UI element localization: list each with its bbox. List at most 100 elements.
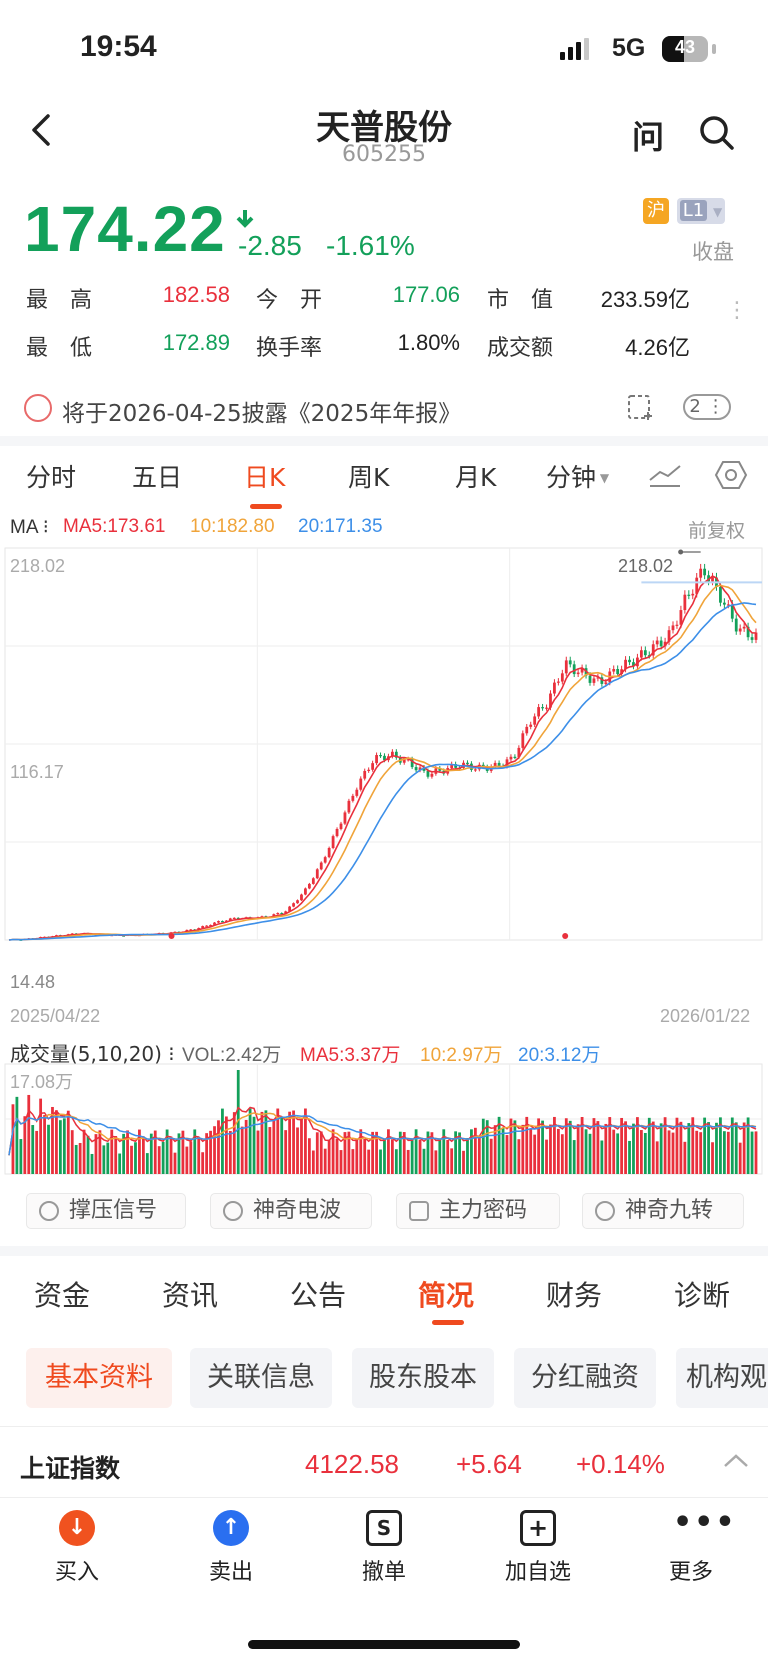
subtab-basic-info[interactable]: 基本资料 xyxy=(26,1348,172,1408)
level-tag[interactable]: L1 ▼ xyxy=(677,198,725,224)
volume-bar xyxy=(371,1131,375,1174)
candle-body xyxy=(197,927,201,930)
volume-bar xyxy=(513,1120,517,1174)
volume-bar xyxy=(616,1133,620,1174)
tab-announcements[interactable]: 公告 xyxy=(290,1279,347,1312)
add-watchlist-button[interactable]: + 加自选 xyxy=(483,1510,593,1586)
volume-bar xyxy=(600,1140,604,1174)
notice-count-badge[interactable]: 2 ⋮ xyxy=(683,394,731,420)
tab-minute-label: 分钟 xyxy=(546,463,597,492)
tab-daily-k[interactable]: 日K xyxy=(244,463,286,492)
candle-body xyxy=(94,934,98,936)
back-button[interactable] xyxy=(28,112,58,152)
candle-body xyxy=(327,847,331,858)
tab-intraday[interactable]: 分时 xyxy=(26,463,77,492)
index-change-pct: +0.14% xyxy=(576,1449,665,1479)
candle-body xyxy=(671,625,675,631)
volume-bar xyxy=(679,1121,683,1174)
candle-body xyxy=(612,669,616,672)
chart-settings-icon[interactable] xyxy=(714,460,748,494)
search-button[interactable] xyxy=(698,114,736,156)
sell-label: 卖出 xyxy=(208,1560,253,1585)
candle-body xyxy=(304,888,307,895)
volume-bar xyxy=(102,1145,106,1174)
signal-main-force[interactable]: 主力密码 xyxy=(396,1193,560,1229)
check-circle-icon xyxy=(595,1201,615,1221)
volume-bar xyxy=(541,1120,544,1174)
chevron-up-icon[interactable] xyxy=(722,1450,750,1476)
volume-bar xyxy=(98,1130,102,1174)
price-adjust-toggle[interactable]: 前复权 xyxy=(688,521,746,542)
subtab-related-info[interactable]: 关联信息 xyxy=(190,1348,332,1408)
tab-funds[interactable]: 资金 xyxy=(34,1279,91,1312)
ma-label[interactable]: MA ⁝ xyxy=(10,517,49,538)
signal-magic-wave[interactable]: 神奇电波 xyxy=(210,1193,372,1229)
subtab-shareholders[interactable]: 股东股本 xyxy=(352,1348,494,1408)
sell-button[interactable]: ↑ 卖出 xyxy=(176,1510,286,1586)
candle-body xyxy=(217,921,220,923)
volume-bar xyxy=(248,1108,252,1174)
signal-support-resistance[interactable]: 撑压信号 xyxy=(26,1193,186,1229)
subtab-dividends[interactable]: 分红融资 xyxy=(514,1348,656,1408)
volume-bar xyxy=(110,1129,114,1174)
volume-bar xyxy=(568,1120,572,1174)
more-button[interactable]: ••• 更多 xyxy=(636,1508,746,1586)
stat-value-low: 172.89 xyxy=(162,330,230,355)
index-name: 上证指数 xyxy=(20,1454,121,1483)
tab-diagnosis[interactable]: 诊断 xyxy=(674,1279,731,1312)
volume-bar xyxy=(23,1116,27,1174)
candle-body xyxy=(675,624,679,626)
tab-minute[interactable]: 分钟 ▼ xyxy=(546,458,609,494)
candle-body xyxy=(533,716,537,725)
volume-bar xyxy=(114,1136,118,1174)
candle-body xyxy=(726,604,730,606)
volume-bar xyxy=(300,1119,303,1174)
candle-body xyxy=(553,682,556,694)
section-divider xyxy=(0,1246,768,1256)
buy-button[interactable]: ↓ 买入 xyxy=(22,1510,132,1586)
volume-bar xyxy=(228,1130,232,1174)
tab-weekly-k[interactable]: 周K xyxy=(348,463,390,492)
stat-value-mktcap: 233.59亿 xyxy=(600,287,690,312)
volume-bar xyxy=(564,1118,568,1174)
tab-financials[interactable]: 财务 xyxy=(546,1279,603,1312)
indicator-icon[interactable] xyxy=(648,462,682,492)
volume-bar xyxy=(90,1153,94,1174)
volume-bar xyxy=(224,1116,228,1174)
candle-body xyxy=(359,778,363,790)
volume-bar xyxy=(383,1138,386,1174)
volume-chart[interactable] xyxy=(0,1062,768,1176)
volume-bar xyxy=(27,1094,31,1174)
tab-monthly-k[interactable]: 月K xyxy=(455,463,497,492)
report-notice[interactable]: 将于2026-04-25披露《2025年年报》 xyxy=(62,401,462,427)
cancel-order-label: 撤单 xyxy=(361,1560,406,1585)
subtab-institutions[interactable]: 机构观 xyxy=(676,1348,768,1408)
volume-bar xyxy=(307,1138,311,1174)
signal-nine-turn[interactable]: 神奇九转 xyxy=(582,1193,744,1229)
volume-bar xyxy=(387,1129,390,1174)
report-icon xyxy=(24,394,52,422)
volume-title[interactable]: 成交量(5,10,20) ⁝ xyxy=(10,1042,175,1066)
volume-bar xyxy=(157,1146,161,1174)
volume-bar xyxy=(161,1141,165,1174)
more-stats-icon[interactable]: ⋮ xyxy=(726,298,748,323)
volume-bar xyxy=(584,1129,588,1174)
volume-bar xyxy=(422,1148,426,1174)
candle-body xyxy=(596,677,600,679)
candle-body xyxy=(517,747,521,758)
volume-bar xyxy=(256,1130,260,1174)
tab-five-day[interactable]: 五日 xyxy=(132,463,183,492)
tab-news[interactable]: 资讯 xyxy=(162,1279,219,1312)
add-note-icon[interactable] xyxy=(626,392,656,426)
candle-body xyxy=(730,604,734,619)
volume-bar xyxy=(260,1111,264,1174)
kline-chart[interactable] xyxy=(0,542,768,1002)
sell-icon: ↑ xyxy=(213,1510,249,1546)
stat-value-amount: 4.26亿 xyxy=(625,335,690,360)
candle-body xyxy=(438,768,442,771)
tab-profile[interactable]: 简况 xyxy=(418,1279,475,1312)
ask-button[interactable]: 问 xyxy=(632,118,665,156)
cancel-order-button[interactable]: S 撤单 xyxy=(329,1510,439,1586)
stat-label-turnover: 换手率 xyxy=(256,336,323,361)
volume-bar xyxy=(359,1129,363,1174)
